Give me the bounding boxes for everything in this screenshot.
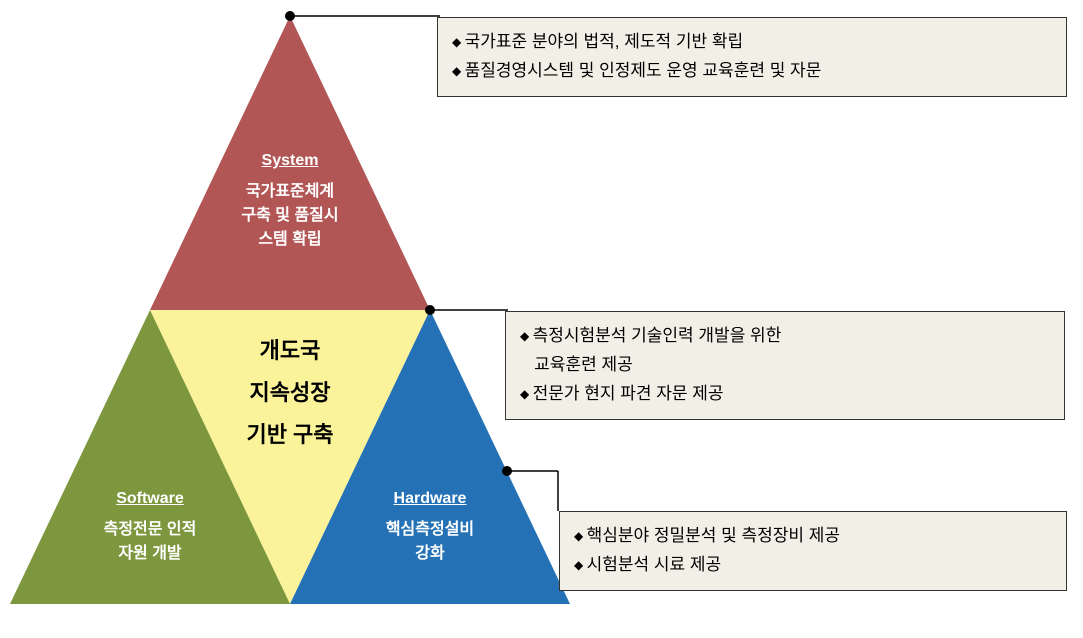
system-desc-l1: 국가표준체계	[246, 183, 334, 200]
software-heading: Software	[116, 490, 184, 508]
callout-system-item-1: 국가표준 분야의 법적, 제도적 기반 확립	[452, 28, 1052, 57]
callout-hardware-item-2: 시험분석 시료 제공	[574, 551, 1052, 580]
software-desc: 측정전문 인적 자원 개발	[40, 518, 260, 566]
connector-dot-top	[285, 11, 295, 21]
system-desc-l3: 스템 확립	[258, 231, 321, 248]
callout-software-item-2: 전문가 현지 파견 자문 제공	[520, 380, 1050, 409]
center-label-group: 개도국 지속성장 기반 구축	[190, 330, 390, 455]
hardware-desc-l1: 핵심측정설비	[386, 521, 474, 538]
system-label-group: System 국가표준체계 구축 및 품질시 스템 확립	[180, 152, 400, 252]
system-desc: 국가표준체계 구축 및 품질시 스템 확립	[180, 180, 400, 252]
hardware-desc-l2: 강화	[415, 545, 444, 562]
software-desc-l1: 측정전문 인적	[104, 521, 197, 538]
center-l1: 개도국	[260, 338, 321, 363]
callout-hardware-item-1: 핵심분야 정밀분석 및 측정장비 제공	[574, 522, 1052, 551]
callout-software-item-1: 측정시험분석 기술인력 개발을 위한 교육훈련 제공	[520, 322, 1050, 380]
hardware-label-group: Hardware 핵심측정설비 강화	[320, 490, 540, 566]
hardware-desc: 핵심측정설비 강화	[320, 518, 540, 566]
callout-system-item-2: 품질경영시스템 및 인정제도 운영 교육훈련 및 자문	[452, 57, 1052, 86]
callout-software: 측정시험분석 기술인력 개발을 위한 교육훈련 제공 전문가 현지 파견 자문 …	[505, 311, 1065, 420]
callout-system: 국가표준 분야의 법적, 제도적 기반 확립 품질경영시스템 및 인정제도 운영…	[437, 17, 1067, 97]
system-desc-l2: 구축 및 품질시	[241, 207, 338, 224]
callout-software-item-1-l1: 측정시험분석 기술인력 개발을 위한	[533, 326, 782, 345]
connector-dot-middle	[425, 305, 435, 315]
system-heading: System	[262, 152, 319, 170]
center-l2: 지속성장	[250, 380, 331, 405]
center-l3: 기반 구축	[246, 422, 333, 447]
connector-dot-bottom	[502, 466, 512, 476]
triangle-infographic: System 국가표준체계 구축 및 품질시 스템 확립 Software 측정…	[0, 0, 1083, 638]
software-label-group: Software 측정전문 인적 자원 개발	[40, 490, 260, 566]
callout-hardware: 핵심분야 정밀분석 및 측정장비 제공 시험분석 시료 제공	[559, 511, 1067, 591]
callout-software-item-1-l2: 교육훈련 제공	[534, 355, 633, 374]
hardware-heading: Hardware	[394, 490, 467, 508]
software-desc-l2: 자원 개발	[118, 545, 181, 562]
